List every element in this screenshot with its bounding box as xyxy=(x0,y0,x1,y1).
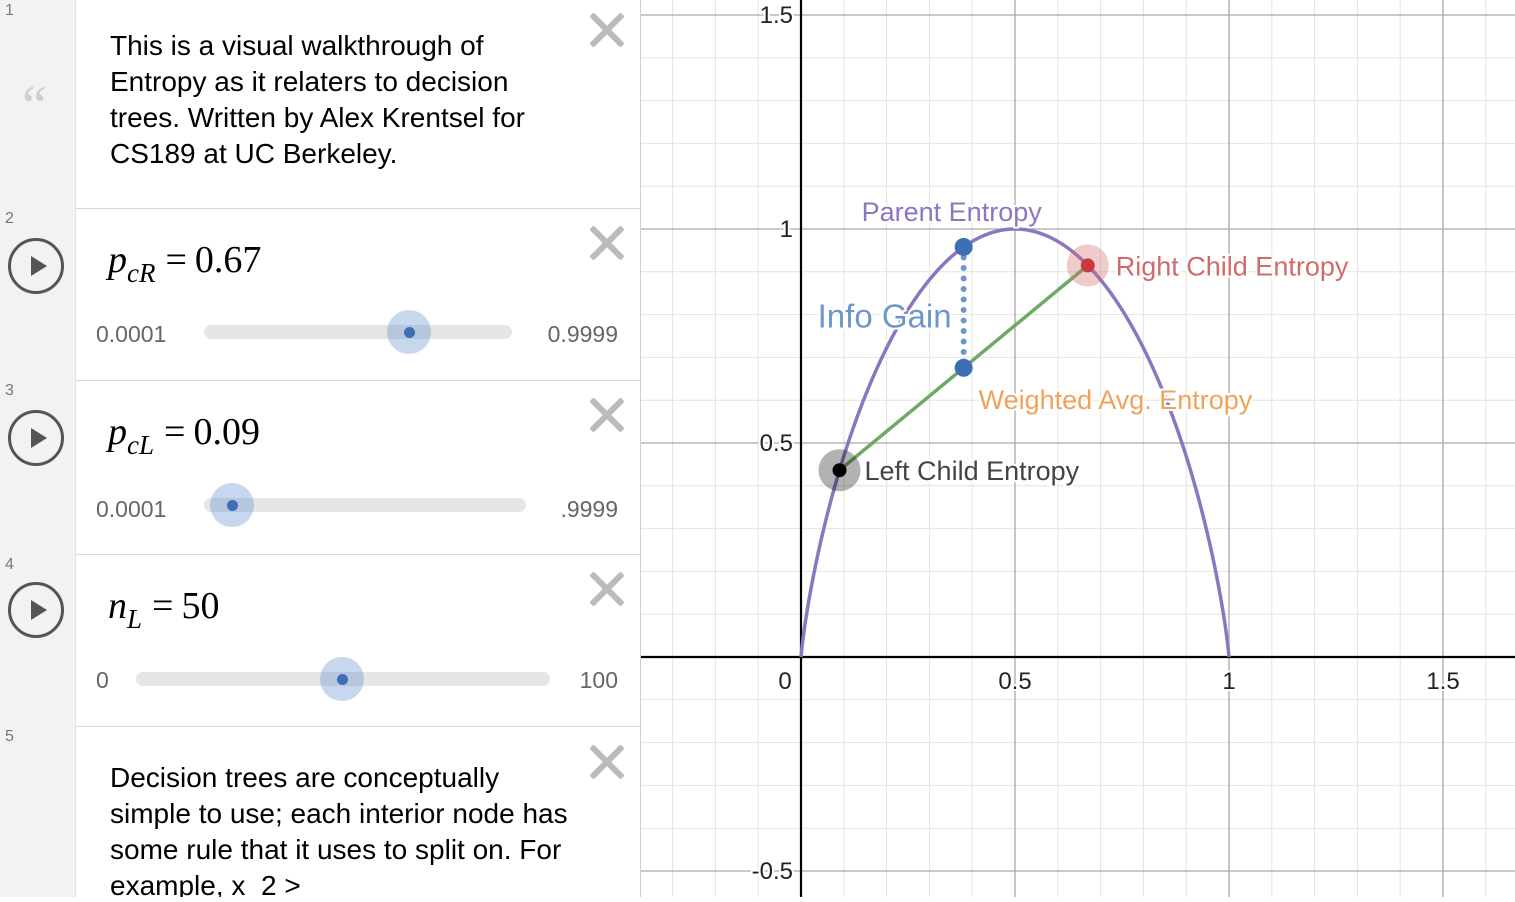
x-tick-label: 0 xyxy=(778,668,791,695)
delete-expression-button[interactable] xyxy=(588,396,626,434)
axes xyxy=(641,0,1515,897)
play-icon[interactable] xyxy=(8,410,64,466)
right-child-entropy-label: Right Child Entropy xyxy=(1116,251,1349,281)
variable-subscript: cL xyxy=(127,430,154,460)
parent-entropy-label: Parent Entropy xyxy=(862,197,1043,227)
expression-gutter: 5 xyxy=(0,726,76,897)
left-child-entropy-label: Left Child Entropy xyxy=(865,456,1080,486)
equals-sign: = xyxy=(165,239,187,281)
expression-gutter: 2 xyxy=(0,208,76,380)
slider-max[interactable]: 0.9999 xyxy=(547,321,618,347)
y-tick-label: 0.5 xyxy=(760,430,793,457)
equals-sign: = xyxy=(164,411,186,453)
y-tick-label: 1.5 xyxy=(760,2,793,29)
expression-row-5[interactable]: 5 Decision trees are conceptually simple… xyxy=(0,726,640,897)
variable-name: p xyxy=(108,239,127,281)
expression-index: 1 xyxy=(5,2,14,19)
slider-value: 50 xyxy=(181,585,220,627)
slider-min[interactable]: 0.0001 xyxy=(96,496,167,522)
parent-entropy-point[interactable] xyxy=(954,237,973,256)
tick-labels: 0 0.5 1 1.5 1.5 1 0.5 -0.5 xyxy=(750,0,1462,887)
slider-value: 0.09 xyxy=(193,411,260,453)
slider-expression[interactable]: pcL = 0.09 xyxy=(108,410,260,461)
delete-expression-button[interactable] xyxy=(588,743,626,781)
note-quote-icon: “ xyxy=(22,75,47,137)
slider-expression[interactable]: pcR = 0.67 xyxy=(108,238,261,289)
x-tick-label: 0.5 xyxy=(998,668,1031,695)
slider-expression[interactable]: nL = 50 xyxy=(108,584,219,635)
expression-gutter: 1 “ xyxy=(0,0,76,208)
expression-index: 2 xyxy=(5,210,14,227)
expression-gutter: 3 xyxy=(0,380,76,554)
equals-sign: = xyxy=(152,585,174,627)
play-icon[interactable] xyxy=(8,582,64,638)
slider-max[interactable]: 100 xyxy=(579,667,618,693)
graph-paper[interactable]: 0 0.5 1 1.5 1.5 1 0.5 -0.5 Parent Entropy Right… xyxy=(641,0,1515,897)
slider-max[interactable]: .9999 xyxy=(560,496,618,522)
expression-index: 4 xyxy=(5,556,14,573)
x-tick-label: 1.5 xyxy=(1426,668,1459,695)
minor-grid xyxy=(641,0,1515,897)
expression-row-1[interactable]: 1 “ This is a visual walkthrough of Entr… xyxy=(0,0,640,209)
play-icon[interactable] xyxy=(8,238,64,294)
expression-index: 3 xyxy=(5,382,14,399)
variable-name: p xyxy=(108,411,127,453)
x-tick-label: 1 xyxy=(1222,668,1235,695)
weighted-avg-entropy-label: Weighted Avg. Entropy xyxy=(979,385,1253,415)
info-gain-label: Info Gain xyxy=(818,297,952,334)
expression-index: 5 xyxy=(5,728,14,745)
expression-row-4[interactable]: 4 nL = 50 0 100 xyxy=(0,554,640,727)
variable-subscript: L xyxy=(127,604,143,634)
slider-value: 0.67 xyxy=(194,239,262,281)
slider-track[interactable] xyxy=(204,325,512,339)
y-tick-label: 1 xyxy=(780,216,793,243)
slider-thumb[interactable] xyxy=(336,673,348,685)
delete-expression-button[interactable] xyxy=(588,570,626,608)
right-child-point[interactable] xyxy=(1080,258,1095,273)
slider-thumb[interactable] xyxy=(226,499,238,511)
expression-row-2[interactable]: 2 pcR = 0.67 0.0001 0.9999 xyxy=(0,208,640,381)
variable-name: n xyxy=(108,585,127,627)
slider-min[interactable]: 0 xyxy=(96,667,109,693)
left-child-point[interactable] xyxy=(832,463,847,478)
weighted-avg-point[interactable] xyxy=(954,358,973,377)
slider-thumb[interactable] xyxy=(403,326,415,338)
delete-expression-button[interactable] xyxy=(588,224,626,262)
expression-row-3[interactable]: 3 pcL = 0.09 0.0001 .9999 xyxy=(0,380,640,555)
note-text[interactable]: Decision trees are conceptually simple t… xyxy=(110,762,568,897)
y-tick-label: -0.5 xyxy=(752,858,793,885)
graph-canvas[interactable]: 0 0.5 1 1.5 1.5 1 0.5 -0.5 Parent Entropy Right… xyxy=(641,0,1515,897)
expression-gutter: 4 xyxy=(0,554,76,726)
expression-list: 1 “ This is a visual walkthrough of Entr… xyxy=(0,0,641,897)
note-text[interactable]: This is a visual walkthrough of Entropy … xyxy=(110,30,525,169)
slider-min[interactable]: 0.0001 xyxy=(96,321,167,347)
delete-expression-button[interactable] xyxy=(588,11,626,49)
slider-track[interactable] xyxy=(204,498,526,512)
entropy-curve[interactable] xyxy=(799,227,1231,658)
variable-subscript: cR xyxy=(127,258,156,288)
